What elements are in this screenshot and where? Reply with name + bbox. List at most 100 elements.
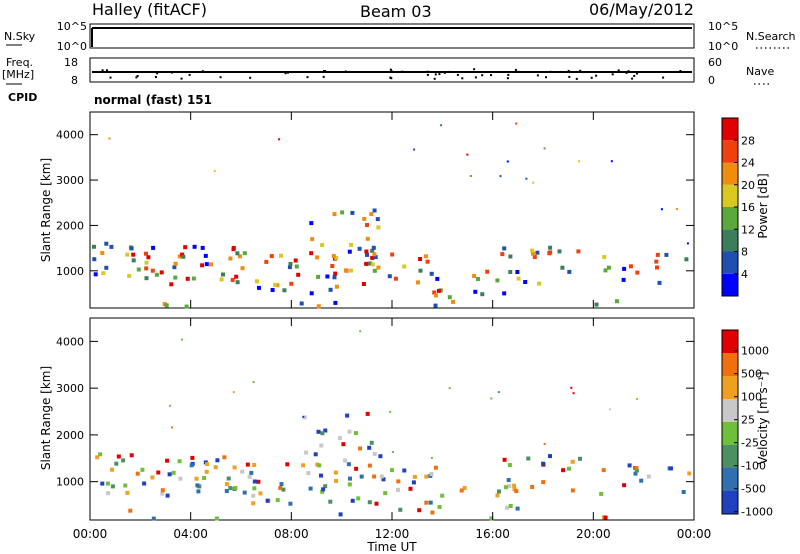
data-cell <box>192 244 197 249</box>
data-cell <box>156 470 161 475</box>
data-cell <box>655 252 660 257</box>
freq-point <box>433 77 436 80</box>
velocity-plot-area <box>89 317 695 521</box>
power-data-cells <box>92 122 689 309</box>
data-cell <box>610 160 613 163</box>
data-cell <box>424 474 429 479</box>
data-cell <box>100 481 105 486</box>
data-cell <box>359 330 362 333</box>
x-tick-label: 00:00 <box>73 527 108 541</box>
data-cell <box>348 476 352 481</box>
data-cell <box>328 499 333 504</box>
data-cell <box>165 493 170 498</box>
data-cell <box>681 490 686 494</box>
data-cell <box>537 281 542 286</box>
freq-point <box>595 74 598 77</box>
data-cell <box>306 471 311 476</box>
data-cell <box>282 288 287 293</box>
data-cell <box>557 249 562 254</box>
data-cell <box>104 241 109 246</box>
data-cell <box>429 472 434 476</box>
freq-point <box>188 73 191 76</box>
data-cell <box>383 491 388 496</box>
data-cell <box>514 489 519 494</box>
data-cell <box>242 490 247 495</box>
data-cell <box>347 482 352 487</box>
data-cell <box>603 515 608 520</box>
data-cell <box>316 304 321 309</box>
colorbar-tick-label: 500 <box>741 368 762 381</box>
data-cell <box>433 465 438 470</box>
freq-point <box>461 77 464 80</box>
data-cell <box>251 501 256 506</box>
data-cell <box>204 469 209 474</box>
data-cell <box>136 267 141 272</box>
y-tick-label: 3000 <box>56 174 84 187</box>
freq-point <box>636 72 638 75</box>
data-cell <box>288 262 293 266</box>
data-cell <box>603 268 608 273</box>
data-cell <box>365 236 370 241</box>
data-cell <box>302 415 307 420</box>
data-cell <box>418 268 423 273</box>
data-cell <box>334 284 339 289</box>
data-cell <box>448 387 451 390</box>
time-x-axis: 00:00 04:00 08:00 12:00 16:00 20:00 00:00 <box>73 112 711 541</box>
data-cell <box>560 265 565 270</box>
data-cell <box>387 274 392 279</box>
data-cell <box>232 391 235 394</box>
data-cell <box>121 458 126 463</box>
data-cell <box>202 476 207 480</box>
nsky-bottom-tick: 10^0 <box>57 40 87 53</box>
data-cell <box>180 252 185 257</box>
data-cell <box>214 516 219 521</box>
data-cell <box>347 249 352 254</box>
data-cell <box>599 491 604 496</box>
data-cell <box>205 462 210 467</box>
y-tick-label: 1000 <box>56 476 84 489</box>
data-cell <box>171 470 176 475</box>
freq-point <box>481 74 484 77</box>
data-cell <box>497 391 500 394</box>
freq-point <box>324 70 327 73</box>
power-colorbar: 4 8 12 16 20 24 28 <box>721 117 755 297</box>
data-cell <box>396 487 400 492</box>
data-cell <box>135 471 140 476</box>
data-cell <box>503 485 508 490</box>
data-cell <box>144 276 149 281</box>
data-cell <box>684 257 689 262</box>
data-cell <box>379 474 384 479</box>
y-tick-label: 3000 <box>56 382 84 395</box>
colorbar-swatch <box>722 229 738 252</box>
data-cell <box>408 486 413 491</box>
freq-point <box>426 73 429 76</box>
colorbar-swatch <box>722 399 738 422</box>
data-cell <box>195 483 200 488</box>
freq-point <box>631 77 634 80</box>
data-cell <box>150 475 155 480</box>
power-panel: 1000 2000 3000 4000 Slant Range [km] 4 8 12 16… <box>39 111 770 309</box>
data-cell <box>530 485 535 489</box>
data-cell <box>191 276 196 281</box>
data-cell <box>548 245 553 250</box>
data-cell <box>535 250 540 255</box>
data-cell <box>634 468 639 473</box>
freq-point <box>590 76 593 79</box>
freq-point <box>536 74 539 77</box>
data-cell <box>686 242 689 245</box>
freq-point <box>456 73 459 76</box>
x-axis-label: Time UT <box>366 540 417 554</box>
freq-scatter <box>101 68 682 80</box>
data-cell <box>249 470 254 475</box>
data-cell <box>347 429 352 434</box>
colorbar-tick-label: -25 <box>741 437 759 450</box>
data-cell <box>507 463 512 467</box>
colorbar-swatch <box>722 140 738 163</box>
data-cell <box>606 265 611 270</box>
freq-point <box>611 73 614 76</box>
data-cell <box>362 216 367 221</box>
data-cell <box>635 270 640 275</box>
data-cell <box>346 462 351 467</box>
header-title: Halley (fitACF) <box>92 0 207 19</box>
data-cell <box>288 501 293 506</box>
